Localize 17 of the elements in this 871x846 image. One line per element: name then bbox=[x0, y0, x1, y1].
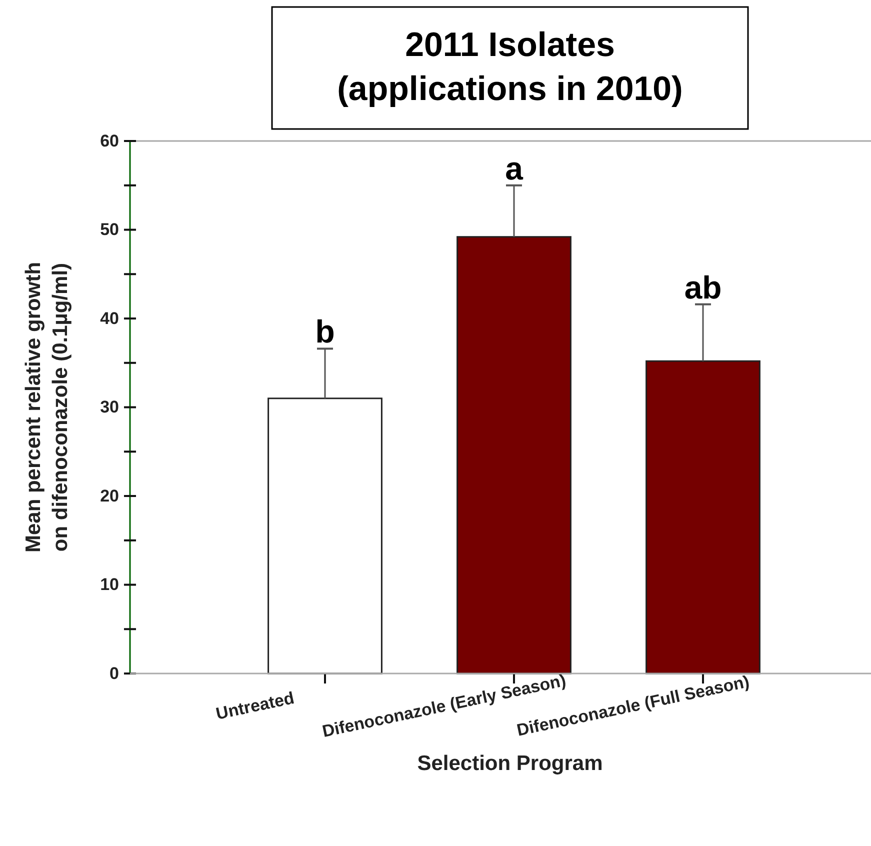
y-tick-label: 40 bbox=[100, 308, 119, 328]
annotation: b bbox=[315, 314, 335, 350]
y-tick-label: 50 bbox=[100, 220, 119, 240]
y-tick-label: 10 bbox=[100, 575, 119, 594]
annotation: a bbox=[505, 150, 524, 186]
y-axis-title: Mean percent relative growth on difenoconazole (0.1µg/ml) bbox=[22, 262, 72, 553]
y-tick-label: 60 bbox=[100, 131, 119, 150]
y-tick-label: 20 bbox=[100, 486, 119, 506]
bar bbox=[456, 236, 572, 674]
bar bbox=[646, 360, 760, 674]
y-tick-label: 0 bbox=[110, 664, 119, 683]
x-axis-title: Selection Program bbox=[417, 752, 603, 775]
x-tick-label: Untreated bbox=[214, 688, 296, 724]
chart-title: 2011 Isolates (applications in 2010) bbox=[337, 26, 683, 108]
y-tick-label: 30 bbox=[100, 398, 119, 417]
annotation: ab bbox=[684, 269, 722, 306]
bar bbox=[268, 398, 382, 674]
